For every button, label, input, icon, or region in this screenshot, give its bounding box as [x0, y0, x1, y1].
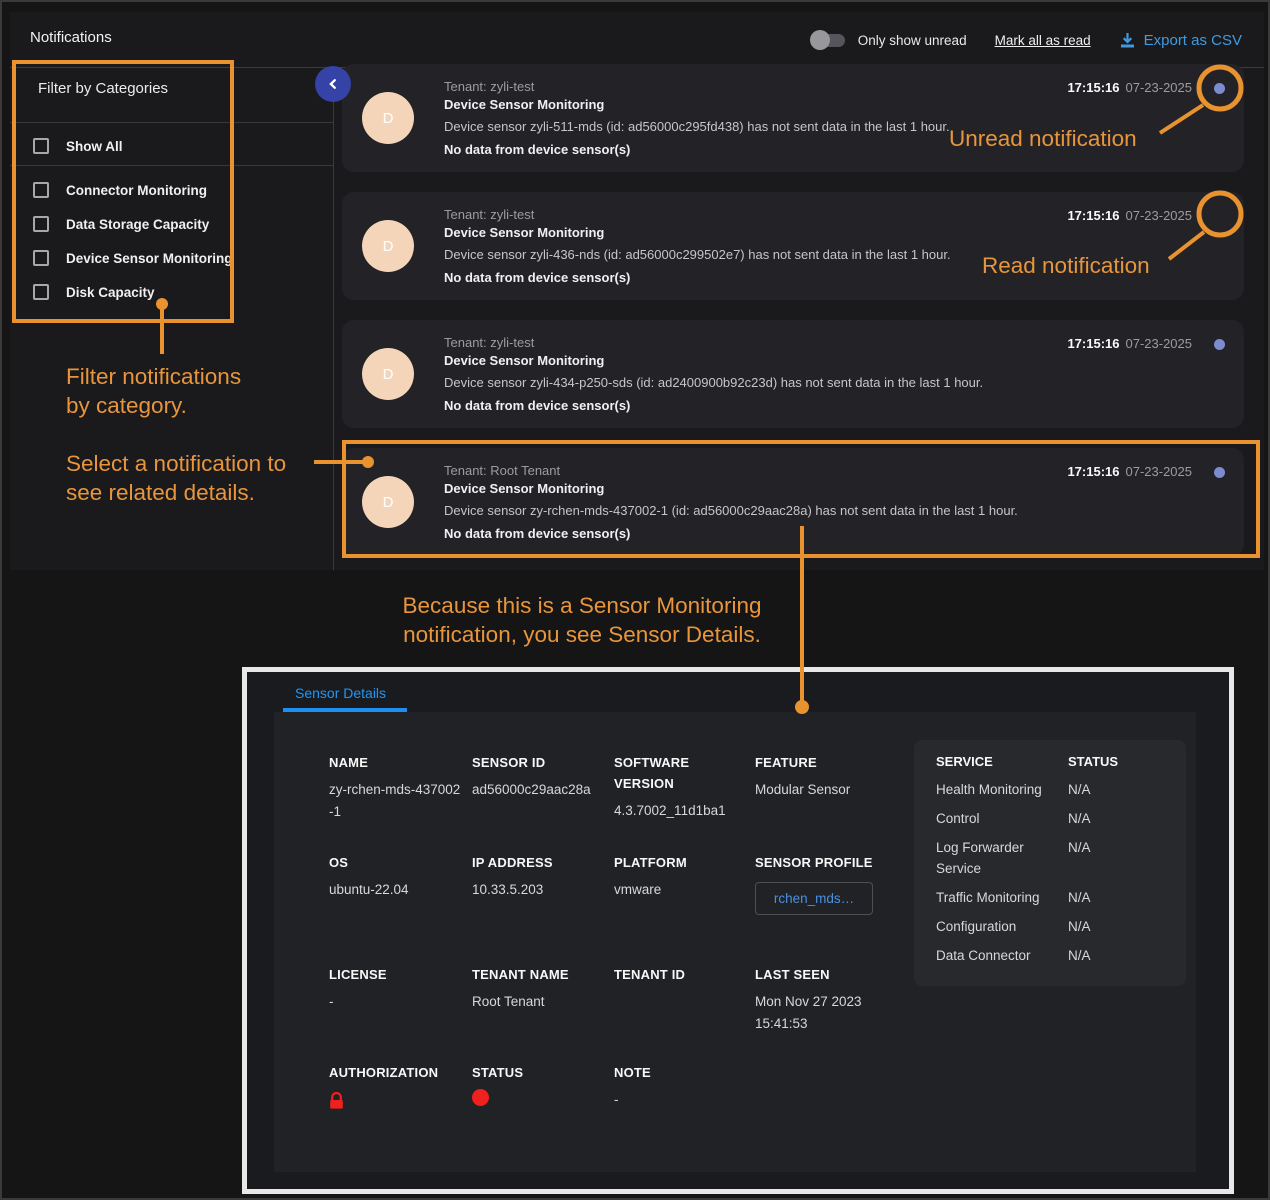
sidebar-divider: [333, 68, 334, 570]
filter-option-connector-monitoring[interactable]: Connector Monitoring: [33, 182, 207, 198]
field-sensor-profile: SENSOR PROFILE rchen_mds…: [755, 852, 887, 915]
mark-all-as-read-link[interactable]: Mark all as read: [994, 32, 1091, 48]
checkbox[interactable]: [33, 250, 49, 266]
sensor-details-content: NAME zy-rchen-mds-437002-1 SENSOR ID ad5…: [274, 712, 1196, 1172]
page-title: Notifications: [30, 29, 112, 46]
tab-active-indicator: [283, 708, 407, 712]
summary-text: No data from device sensor(s): [444, 142, 631, 157]
download-icon: [1120, 32, 1134, 47]
chevron-left-icon: [329, 79, 336, 89]
message-text: Device sensor zyli-434-p250-sds (id: ad2…: [444, 375, 984, 390]
checkbox[interactable]: [33, 182, 49, 198]
tenant-label: Tenant: zyli-test: [444, 335, 535, 350]
annotation-because: Because this is a Sensor Monitoring noti…: [402, 593, 762, 647]
sensor-profile-button[interactable]: rchen_mds…: [755, 882, 873, 915]
field-name: NAME zy-rchen-mds-437002-1: [329, 755, 461, 819]
timestamp: 17:15:16 07-23-2025: [1067, 464, 1192, 479]
only-show-unread-toggle[interactable]: [809, 30, 848, 50]
toggle-knob: [809, 30, 830, 50]
service-status-table: SERVICE STATUS Health Monitoring N/A Cont…: [914, 740, 1186, 986]
summary-text: No data from device sensor(s): [444, 398, 631, 413]
status-column-header: STATUS: [1068, 754, 1119, 769]
field-last-seen: LAST SEEN Mon Nov 27 2023 15:41:53: [755, 967, 862, 1031]
divider: [10, 122, 333, 123]
category-label: Device Sensor Monitoring: [444, 353, 605, 368]
filter-option-data-storage-capacity[interactable]: Data Storage Capacity: [33, 216, 209, 232]
filter-title: Filter by Categories: [38, 80, 169, 97]
field-status: STATUS: [472, 1062, 604, 1106]
sensor-details-panel: Sensor Details NAME zy-rchen-mds-437002-…: [242, 667, 1234, 1194]
filter-option-device-sensor-monitoring[interactable]: Device Sensor Monitoring: [33, 250, 233, 266]
checkbox[interactable]: [33, 138, 49, 154]
summary-text: No data from device sensor(s): [444, 270, 631, 285]
checkbox[interactable]: [33, 284, 49, 300]
status-red-indicator: [472, 1089, 489, 1106]
field-software-version: SOFTWARE VERSION 4.3.7002_11d1ba1: [614, 755, 726, 818]
avatar: D: [362, 476, 414, 528]
checkbox[interactable]: [33, 216, 49, 232]
tenant-label: Tenant: zyli-test: [444, 79, 535, 94]
service-row: Control N/A: [936, 811, 1091, 826]
service-row: Traffic Monitoring N/A: [936, 890, 1091, 905]
header-actions: Only show unread Mark all as read Export…: [809, 12, 1242, 68]
tab-sensor-details[interactable]: Sensor Details: [295, 685, 387, 701]
field-tenant-name: TENANT NAME Root Tenant: [472, 967, 569, 1009]
unread-toggle-group: Only show unread: [809, 30, 967, 50]
message-text: Device sensor zyli-511-mds (id: ad56000c…: [444, 119, 950, 134]
field-os: OS ubuntu-22.04: [329, 855, 409, 897]
field-authorization: AUTHORIZATION: [329, 1062, 461, 1115]
message-text: Device sensor zy-rchen-mds-437002-1 (id:…: [444, 503, 1018, 518]
avatar: D: [362, 220, 414, 272]
avatar: D: [362, 348, 414, 400]
field-tenant-id: TENANT ID: [614, 967, 686, 982]
unread-dot: [1214, 83, 1225, 94]
unread-dot: [1214, 339, 1225, 350]
field-feature: FEATURE Modular Sensor: [755, 755, 851, 797]
tenant-label: Tenant: Root Tenant: [444, 463, 561, 478]
service-row: Log Forwarder Service N/A: [936, 840, 1091, 876]
toggle-label: Only show unread: [857, 32, 967, 48]
service-row: Health Monitoring N/A: [936, 782, 1091, 797]
category-label: Device Sensor Monitoring: [444, 97, 605, 112]
field-note: NOTE -: [614, 1065, 651, 1107]
category-label: Device Sensor Monitoring: [444, 225, 605, 240]
message-text: Device sensor zyli-436-nds (id: ad56000c…: [444, 247, 951, 262]
category-label: Device Sensor Monitoring: [444, 481, 605, 496]
filter-option-disk-capacity[interactable]: Disk Capacity: [33, 284, 155, 300]
avatar: D: [362, 92, 414, 144]
notification-card-4-selected[interactable]: D Tenant: Root Tenant Device Sensor Moni…: [342, 448, 1244, 556]
tenant-label: Tenant: zyli-test: [444, 207, 535, 222]
service-column-header: SERVICE: [936, 754, 993, 769]
notification-card-3[interactable]: D Tenant: zyli-test Device Sensor Monito…: [342, 320, 1244, 428]
service-row: Data Connector N/A: [936, 948, 1091, 963]
notifications-panel: Notifications Only show unread Mark all …: [10, 12, 1264, 570]
divider: [10, 165, 333, 166]
timestamp: 17:15:16 07-23-2025: [1067, 336, 1192, 351]
unread-dot: [1214, 467, 1225, 478]
summary-text: No data from device sensor(s): [444, 526, 631, 541]
notification-card-1[interactable]: D Tenant: zyli-test Device Sensor Monito…: [342, 64, 1244, 172]
service-row: Configuration N/A: [936, 919, 1091, 934]
export-csv-button[interactable]: Export as CSV: [1119, 32, 1242, 49]
filter-option-show-all[interactable]: Show All: [33, 138, 123, 154]
timestamp: 17:15:16 07-23-2025: [1067, 208, 1192, 223]
export-csv-label: Export as CSV: [1143, 31, 1242, 49]
timestamp: 17:15:16 07-23-2025: [1067, 80, 1192, 95]
header-bar: Notifications Only show unread Mark all …: [10, 12, 1264, 68]
collapse-sidebar-button[interactable]: [315, 66, 351, 102]
field-platform: PLATFORM vmware: [614, 855, 687, 897]
lock-icon: [330, 1091, 343, 1109]
field-license: LICENSE -: [329, 967, 387, 1009]
notification-card-2[interactable]: D Tenant: zyli-test Device Sensor Monito…: [342, 192, 1244, 300]
field-ip-address: IP ADDRESS 10.33.5.203: [472, 855, 553, 897]
field-sensor-id: SENSOR ID ad56000c29aac28a: [472, 755, 591, 797]
